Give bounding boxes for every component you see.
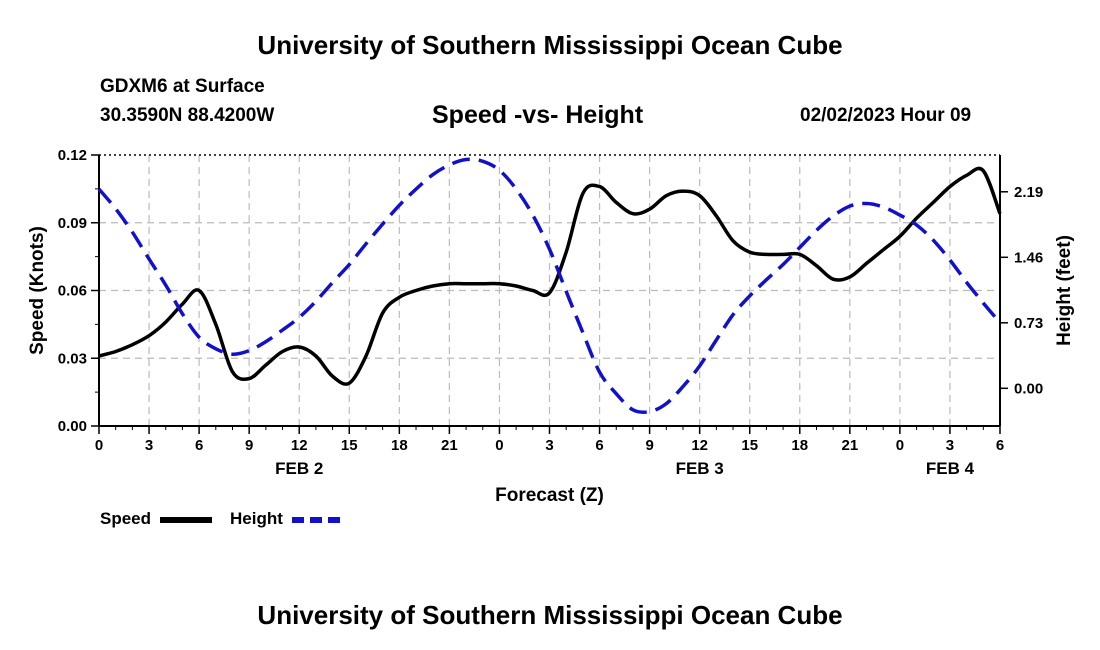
y-tick-label: 0.06: [58, 283, 87, 300]
x-tick-label: 15: [741, 437, 758, 454]
series-line-speed: [98, 166, 1002, 386]
y2-axis-label: Height (feet): [1054, 235, 1075, 346]
x-tick-label: 21: [441, 437, 458, 454]
title-bottom: University of Southern Mississippi Ocean…: [257, 600, 843, 630]
datetime-label: 02/02/2023 Hour 09: [800, 105, 972, 126]
legend-speed-label: Speed: [100, 509, 152, 528]
chart-title: Speed -vs- Height: [432, 101, 644, 129]
x-tick-label: 18: [391, 437, 408, 454]
x-tick-label: 0: [495, 437, 503, 454]
x-tick-label: 6: [996, 437, 1004, 454]
x-tick-label: 6: [595, 437, 603, 454]
y-tick-label: 0.09: [58, 215, 87, 232]
y-axis-label: Speed (Knots): [27, 226, 48, 355]
y2-tick-label: 0.00: [1014, 380, 1043, 397]
x-tick-label: 18: [791, 437, 808, 454]
y2-tick-label: 0.73: [1014, 315, 1043, 332]
station-label: GDXM6 at Surface: [100, 76, 265, 97]
x-tick-label: 21: [841, 437, 858, 454]
x-tick-label: 12: [291, 437, 308, 454]
x-tick-label: 0: [896, 437, 904, 454]
x-axis-label: Forecast (Z): [495, 485, 604, 506]
x-tick-label: 6: [195, 437, 203, 454]
x-tick-label: 15: [341, 437, 358, 454]
series-line-height: [97, 157, 1002, 415]
title-top: University of Southern Mississippi Ocean…: [257, 30, 843, 60]
y-tick-label: 0.12: [58, 147, 87, 164]
x-tick-label: 9: [245, 437, 253, 454]
legend-swatches: [160, 517, 344, 523]
y-tick-label: 0.00: [58, 418, 87, 435]
x-tick-label: 0: [95, 437, 103, 454]
x-tick-label: 3: [946, 437, 954, 454]
date-label: FEB 4: [926, 459, 975, 478]
y2-tick-label: 2.19: [1014, 184, 1043, 201]
x-tick-label: 3: [545, 437, 553, 454]
y2-tick-label: 1.46: [1014, 249, 1043, 266]
date-label: FEB 2: [275, 459, 323, 478]
y-tick-label: 0.03: [58, 350, 87, 367]
x-tick-label: 3: [145, 437, 153, 454]
x-tick-label: 12: [691, 437, 708, 454]
coords-label: 30.3590N 88.4200W: [100, 105, 275, 126]
date-label: FEB 3: [676, 459, 724, 478]
legend-height-label: Height: [230, 509, 283, 528]
x-tick-label: 9: [645, 437, 653, 454]
